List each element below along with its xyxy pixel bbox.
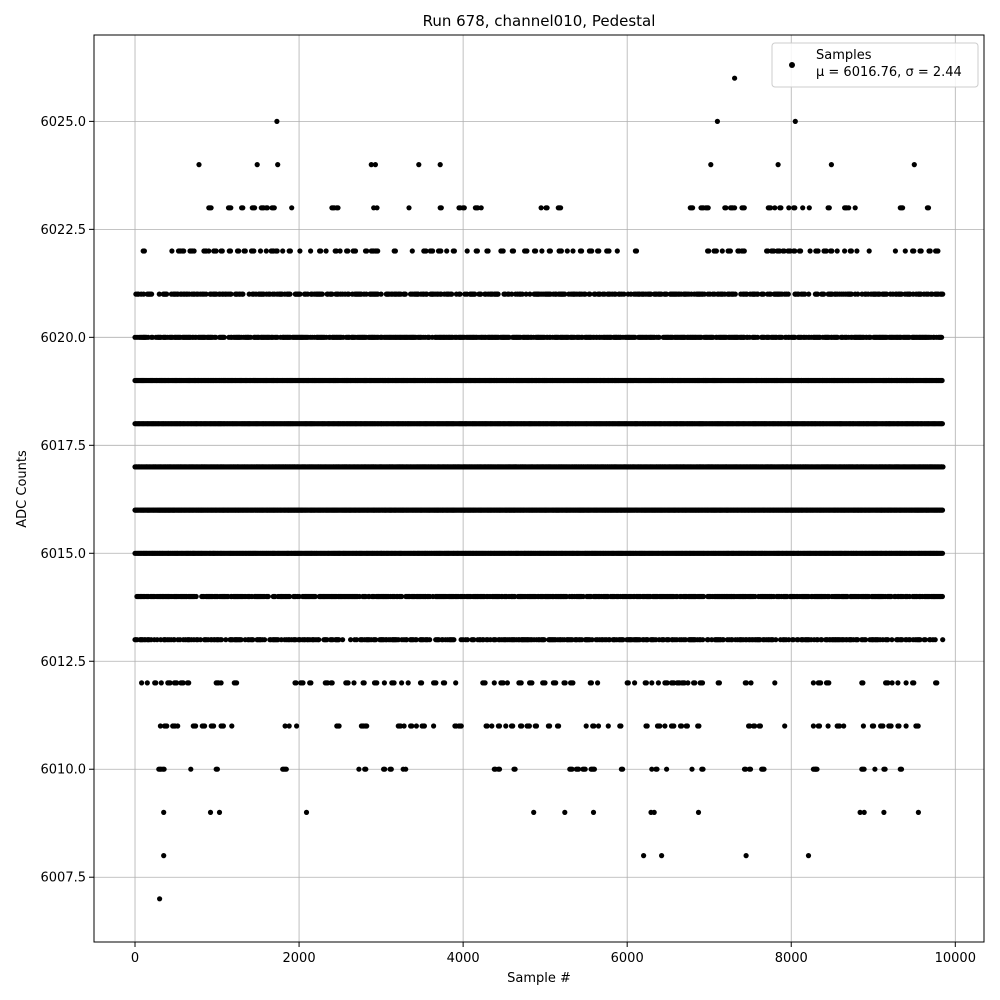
data-point — [451, 637, 457, 643]
data-point — [885, 637, 891, 643]
data-point — [265, 593, 271, 600]
data-point — [348, 637, 354, 643]
data-point — [287, 593, 293, 600]
data-point — [464, 637, 471, 643]
data-point — [720, 637, 727, 643]
data-point — [819, 637, 825, 643]
data-point — [541, 637, 547, 643]
data-point — [863, 637, 869, 643]
data-point — [855, 637, 861, 643]
data-point — [773, 637, 779, 643]
data-point — [404, 637, 410, 643]
data-point — [922, 637, 928, 643]
data-point — [262, 637, 268, 643]
data-point — [700, 637, 706, 643]
data-point — [354, 637, 360, 643]
data-point — [399, 593, 405, 600]
data-point — [889, 637, 895, 643]
data-point — [589, 637, 595, 643]
data-point — [316, 637, 322, 643]
data-point — [340, 637, 346, 643]
data-point — [940, 464, 946, 470]
data-point — [336, 637, 342, 643]
data-point — [373, 637, 379, 643]
data-point — [939, 550, 946, 556]
data-point — [312, 593, 318, 600]
data-point — [250, 637, 256, 643]
data-point — [939, 507, 946, 513]
data-point — [238, 637, 244, 643]
data-point — [471, 637, 477, 643]
data-point — [427, 637, 433, 643]
data-point — [940, 637, 946, 643]
data-point — [223, 637, 229, 643]
data-point — [939, 421, 946, 427]
data-point — [932, 637, 938, 643]
data-point — [620, 637, 626, 643]
data-point — [701, 593, 707, 600]
data-point — [786, 637, 792, 643]
data-point — [218, 637, 225, 643]
data-point — [790, 637, 797, 643]
data-point — [413, 637, 419, 643]
data-point — [197, 637, 204, 643]
data-point — [939, 593, 946, 600]
data-point — [193, 593, 199, 600]
data-point — [917, 637, 923, 643]
data-points — [132, 75, 946, 902]
